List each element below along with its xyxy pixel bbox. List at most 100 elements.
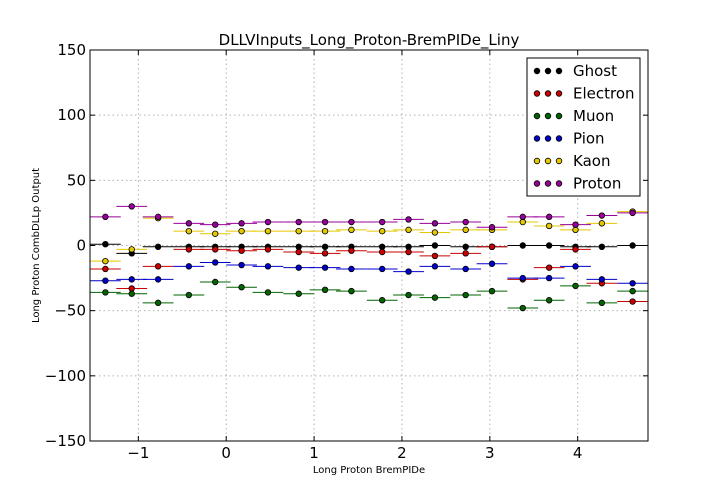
data-point xyxy=(629,287,636,295)
data-point xyxy=(348,218,355,226)
legend-item-kaon: Kaon xyxy=(533,152,610,170)
x-tick-label: 1 xyxy=(309,444,319,462)
data-point xyxy=(572,221,579,228)
y-tick-label: −50 xyxy=(54,302,86,320)
data-point xyxy=(321,243,329,251)
data-point xyxy=(431,242,439,249)
data-point xyxy=(545,297,553,304)
y-tick-label: 150 xyxy=(57,41,86,59)
data-point xyxy=(102,213,109,221)
data-point xyxy=(185,220,193,227)
data-point xyxy=(102,277,109,284)
legend-marker xyxy=(555,135,563,142)
data-point xyxy=(462,291,469,299)
data-point xyxy=(629,280,636,287)
data-point xyxy=(295,218,302,226)
data-point xyxy=(572,263,579,270)
legend-marker xyxy=(555,157,563,165)
data-point xyxy=(295,290,302,297)
legend-marker xyxy=(533,180,541,187)
data-point xyxy=(519,213,526,221)
data-point xyxy=(348,265,355,273)
data-point xyxy=(348,226,355,234)
data-point xyxy=(598,212,606,219)
data-point xyxy=(264,263,272,270)
data-point xyxy=(488,260,496,267)
data-point xyxy=(519,242,526,249)
data-point xyxy=(321,218,329,226)
data-point xyxy=(264,218,272,226)
legend-item-muon: Muon xyxy=(533,107,614,125)
data-point xyxy=(462,250,469,257)
data-point xyxy=(238,227,245,235)
data-point xyxy=(321,227,329,235)
series-muon xyxy=(90,278,648,312)
legend-label: Ghost xyxy=(573,62,617,80)
data-point xyxy=(348,247,355,254)
data-point xyxy=(295,227,302,235)
data-point xyxy=(154,299,162,307)
legend-marker xyxy=(533,67,541,75)
legend-marker xyxy=(555,112,563,120)
data-point xyxy=(405,248,412,256)
y-tick-label: 0 xyxy=(76,237,86,255)
data-point xyxy=(154,243,162,251)
data-point xyxy=(629,209,636,217)
data-point xyxy=(185,246,193,253)
legend-marker xyxy=(544,112,552,120)
data-point xyxy=(488,243,496,251)
legend-item-ghost: Ghost xyxy=(533,62,617,80)
data-point xyxy=(378,297,386,304)
legend-label: Pion xyxy=(573,130,605,148)
data-point xyxy=(405,216,412,223)
y-axis-label: Long Proton CombDLLp Output xyxy=(31,168,42,323)
data-point xyxy=(154,213,162,221)
legend-label: Electron xyxy=(573,85,635,103)
x-axis-label: Long Proton BremPIDe xyxy=(313,465,425,476)
legend-marker xyxy=(544,135,552,142)
data-point xyxy=(519,274,526,282)
data-point xyxy=(629,298,636,305)
data-point xyxy=(431,263,439,270)
data-point xyxy=(128,276,135,283)
data-point xyxy=(431,252,439,260)
data-point xyxy=(102,240,109,248)
data-point xyxy=(598,276,606,283)
data-point xyxy=(212,221,219,228)
data-point xyxy=(212,246,219,253)
data-point xyxy=(321,250,329,257)
data-point xyxy=(128,246,135,253)
data-point xyxy=(545,264,553,271)
data-point xyxy=(102,265,109,273)
data-point xyxy=(185,263,193,270)
data-point xyxy=(295,248,302,256)
data-point xyxy=(128,290,135,297)
legend-marker xyxy=(533,157,541,165)
y-tick-label: −150 xyxy=(45,432,86,450)
legend-marker xyxy=(533,112,541,120)
data-point xyxy=(598,299,606,307)
data-point xyxy=(545,274,553,282)
series-layer xyxy=(90,203,648,312)
data-point xyxy=(488,287,496,295)
data-point xyxy=(519,218,526,226)
data-point xyxy=(238,247,245,254)
data-point xyxy=(238,261,245,269)
x-tick-label: −1 xyxy=(127,444,149,462)
data-point xyxy=(378,248,386,256)
data-point xyxy=(462,265,469,273)
x-tick-label: 4 xyxy=(573,444,583,462)
tick-layer: −1 0 1 2 3 4 −150 −100 −50 0 50 100 150 xyxy=(45,41,648,462)
legend-marker xyxy=(555,67,563,75)
data-point xyxy=(598,220,606,227)
y-tick-label: 50 xyxy=(67,171,86,189)
data-point xyxy=(102,257,109,265)
data-point xyxy=(629,242,636,249)
data-point xyxy=(598,243,606,251)
data-point xyxy=(128,203,135,210)
legend-marker xyxy=(544,157,552,165)
data-point xyxy=(102,289,109,296)
legend-item-proton: Proton xyxy=(533,175,621,193)
y-tick-label: 100 xyxy=(57,106,86,124)
data-point xyxy=(185,291,193,299)
